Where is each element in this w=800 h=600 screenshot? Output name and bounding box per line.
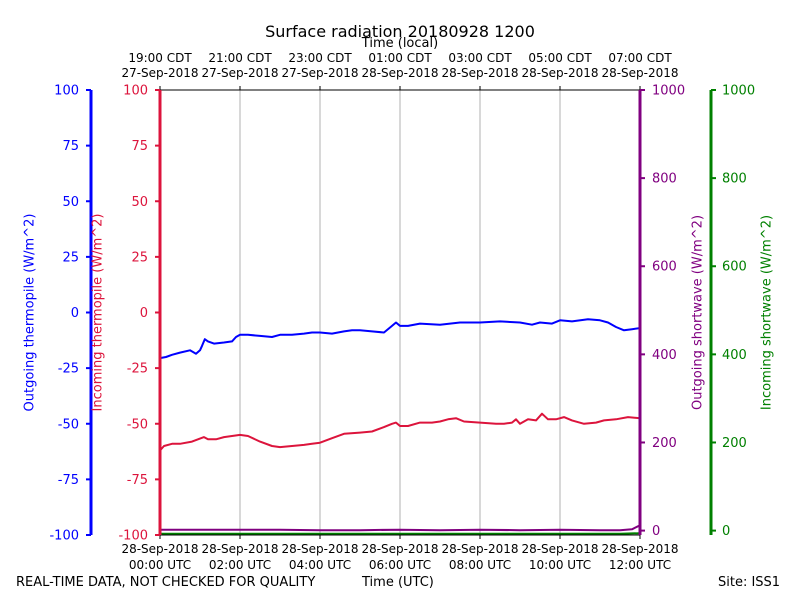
y-axis-label: Outgoing thermopile (W/m^2) bbox=[23, 214, 38, 412]
quality-disclaimer: REAL-TIME DATA, NOT CHECKED FOR QUALITY bbox=[16, 575, 316, 590]
y-tick-label: 400 bbox=[652, 348, 677, 363]
series-line bbox=[159, 318, 641, 360]
x-tick-label-date: 28-Sep-2018 bbox=[281, 542, 358, 556]
y-tick-label: 0 bbox=[652, 524, 660, 539]
y-tick-label: 200 bbox=[652, 436, 677, 451]
x-tick-label-date: 28-Sep-2018 bbox=[361, 542, 438, 556]
x-tick-label-time: 02:00 UTC bbox=[209, 558, 271, 572]
y-tick-label: 400 bbox=[722, 348, 747, 363]
y-tick-label: 0 bbox=[71, 306, 79, 321]
top-tick-label-time: 19:00 CDT bbox=[128, 51, 192, 65]
series-line bbox=[160, 524, 641, 532]
y-tick-label: -25 bbox=[127, 362, 148, 377]
x-tick-label-time: 12:00 UTC bbox=[609, 558, 671, 572]
top-tick-label-date: 28-Sep-2018 bbox=[521, 66, 598, 80]
x-tick-label-date: 28-Sep-2018 bbox=[201, 542, 278, 556]
top-tick-label-date: 27-Sep-2018 bbox=[121, 66, 198, 80]
y-tick-label: -25 bbox=[58, 362, 79, 377]
top-axis-label: Time (local) bbox=[361, 36, 438, 51]
y-tick-label: -100 bbox=[118, 529, 148, 544]
x-tick-label-time: 08:00 UTC bbox=[449, 558, 511, 572]
x-tick-label-time: 04:00 UTC bbox=[289, 558, 351, 572]
x-tick-label-date: 28-Sep-2018 bbox=[601, 542, 678, 556]
y-tick-label: 0 bbox=[140, 306, 148, 321]
y-tick-label: 200 bbox=[722, 436, 747, 451]
top-tick-label-time: 23:00 CDT bbox=[288, 51, 352, 65]
top-tick-label-date: 27-Sep-2018 bbox=[281, 66, 358, 80]
top-tick-label-time: 21:00 CDT bbox=[208, 51, 272, 65]
x-tick-label-date: 28-Sep-2018 bbox=[521, 542, 598, 556]
x-tick-label-date: 28-Sep-2018 bbox=[121, 542, 198, 556]
y-tick-label: 75 bbox=[62, 139, 79, 154]
top-tick-label-time: 03:00 CDT bbox=[448, 51, 512, 65]
y-tick-label: 25 bbox=[62, 250, 79, 265]
x-tick-label-time: 00:00 UTC bbox=[129, 558, 191, 572]
y-tick-label: 600 bbox=[722, 260, 747, 275]
y-axis-label: Incoming shortwave (W/m^2) bbox=[760, 215, 775, 410]
y-tick-label: -50 bbox=[127, 417, 148, 432]
x-tick-label-time: 10:00 UTC bbox=[529, 558, 591, 572]
y-tick-label: 50 bbox=[62, 195, 79, 210]
y-tick-label: 800 bbox=[722, 172, 747, 187]
y-tick-label: 1000 bbox=[652, 84, 685, 99]
y-tick-label: 600 bbox=[652, 260, 677, 275]
y-tick-label: 25 bbox=[131, 250, 148, 265]
top-tick-label-date: 28-Sep-2018 bbox=[441, 66, 518, 80]
y-axis-label: Incoming thermopile (W/m^2) bbox=[91, 214, 106, 412]
y-tick-label: 100 bbox=[123, 84, 148, 99]
y-axis-label: Outgoing shortwave (W/m^2) bbox=[691, 215, 706, 410]
x-tick-label-time: 06:00 UTC bbox=[369, 558, 431, 572]
series-line bbox=[159, 412, 641, 452]
top-tick-label-date: 28-Sep-2018 bbox=[601, 66, 678, 80]
y-tick-label: 50 bbox=[131, 195, 148, 210]
site-label: Site: ISS1 bbox=[718, 575, 781, 590]
top-tick-label-date: 27-Sep-2018 bbox=[201, 66, 278, 80]
y-tick-label: -75 bbox=[58, 473, 79, 488]
y-tick-label: 100 bbox=[54, 84, 79, 99]
series-line bbox=[160, 532, 641, 535]
top-tick-label-time: 01:00 CDT bbox=[368, 51, 432, 65]
x-axis-label: Time (UTC) bbox=[362, 575, 434, 590]
y-tick-label: 1000 bbox=[722, 84, 755, 99]
y-tick-label: -100 bbox=[49, 529, 79, 544]
top-tick-label-date: 28-Sep-2018 bbox=[361, 66, 438, 80]
y-tick-label: 75 bbox=[131, 139, 148, 154]
y-tick-label: 800 bbox=[652, 172, 677, 187]
top-tick-label-time: 05:00 CDT bbox=[528, 51, 592, 65]
y-tick-label: -75 bbox=[127, 473, 148, 488]
x-tick-label-date: 28-Sep-2018 bbox=[441, 542, 518, 556]
chart-title: Surface radiation 20180928 1200 bbox=[265, 22, 535, 41]
y-tick-label: -50 bbox=[58, 417, 79, 432]
y-tick-label: 0 bbox=[722, 524, 730, 539]
top-tick-label-time: 07:00 CDT bbox=[608, 51, 672, 65]
